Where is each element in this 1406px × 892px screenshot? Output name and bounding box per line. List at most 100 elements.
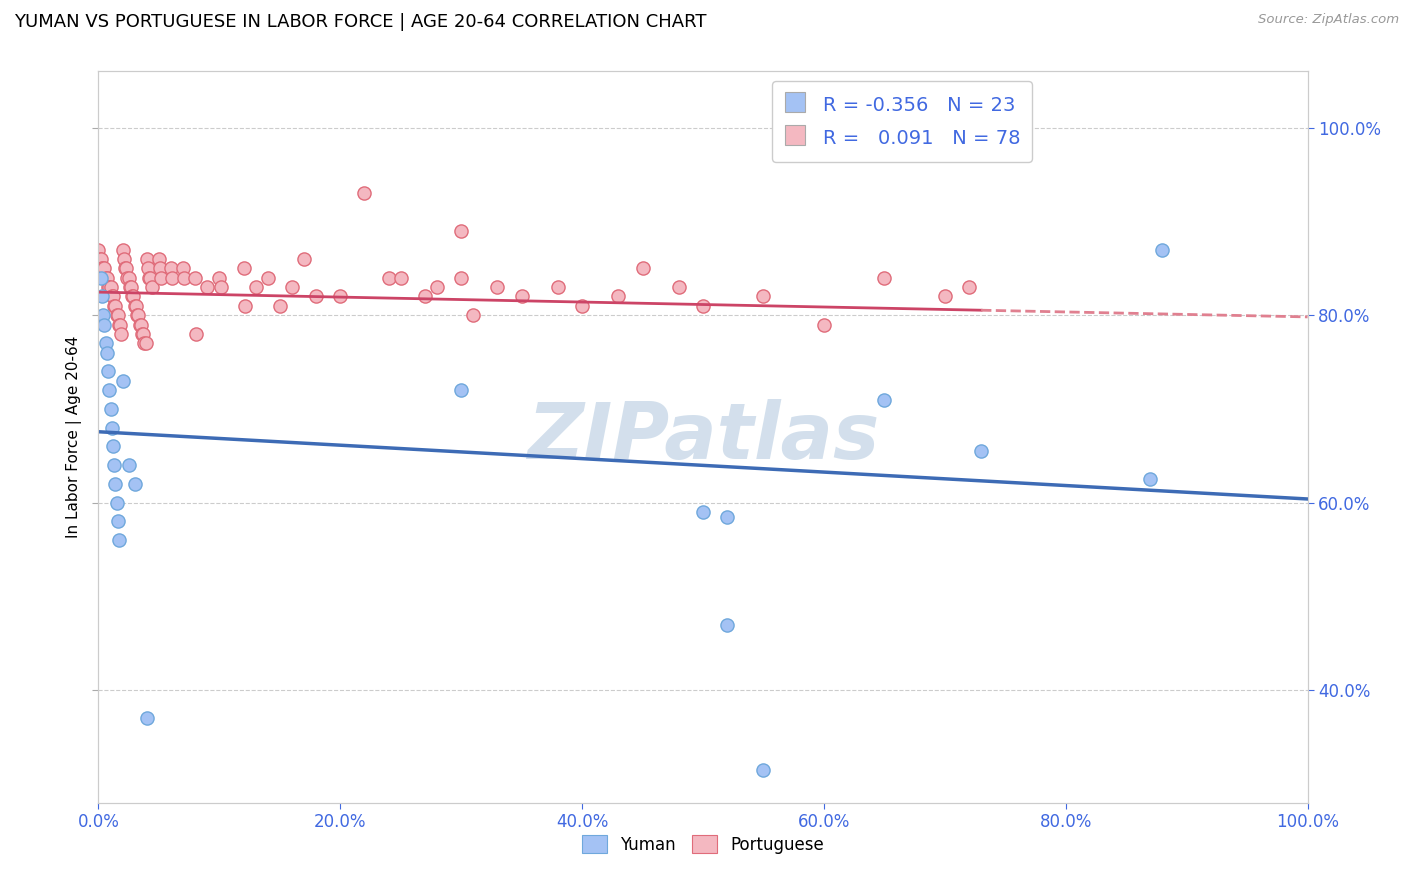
- Point: [160, 261, 183, 276]
- Point: [571, 299, 593, 313]
- Point: [233, 299, 256, 313]
- Point: [752, 763, 775, 777]
- Point: [186, 326, 208, 341]
- Point: [510, 289, 533, 303]
- Point: [93, 318, 115, 332]
- Point: [873, 270, 896, 285]
- Point: [114, 261, 136, 276]
- Point: [873, 392, 896, 407]
- Point: [692, 505, 714, 519]
- Point: [101, 289, 124, 303]
- Point: [115, 261, 138, 276]
- Point: [1139, 472, 1161, 486]
- Point: [970, 444, 993, 458]
- Point: [716, 617, 738, 632]
- Point: [87, 243, 110, 257]
- Point: [463, 308, 485, 322]
- Point: [105, 308, 128, 322]
- Point: [486, 280, 509, 294]
- Point: [138, 270, 160, 285]
- Point: [450, 224, 472, 238]
- Point: [692, 299, 714, 313]
- Point: [209, 280, 232, 294]
- Point: [112, 252, 135, 266]
- Point: [389, 270, 412, 285]
- Point: [329, 289, 352, 303]
- Point: [450, 270, 472, 285]
- Point: [139, 270, 162, 285]
- Point: [97, 280, 120, 294]
- Point: [172, 261, 194, 276]
- Point: [129, 318, 152, 332]
- Point: [101, 440, 124, 454]
- Text: Source: ZipAtlas.com: Source: ZipAtlas.com: [1258, 13, 1399, 27]
- Point: [124, 477, 146, 491]
- Point: [377, 270, 399, 285]
- Point: [184, 270, 207, 285]
- Point: [108, 533, 131, 548]
- Point: [716, 509, 738, 524]
- Point: [426, 280, 449, 294]
- Point: [413, 289, 436, 303]
- Point: [91, 308, 114, 322]
- Point: [149, 261, 172, 276]
- Point: [256, 270, 278, 285]
- Legend: Yuman, Portuguese: Yuman, Portuguese: [575, 829, 831, 860]
- Point: [103, 458, 125, 473]
- Text: ZIPatlas: ZIPatlas: [527, 399, 879, 475]
- Point: [128, 318, 150, 332]
- Point: [100, 401, 122, 416]
- Point: [232, 261, 254, 276]
- Point: [245, 280, 267, 294]
- Point: [97, 364, 120, 378]
- Point: [160, 270, 183, 285]
- Point: [108, 318, 131, 332]
- Point: [117, 270, 139, 285]
- Point: [118, 270, 141, 285]
- Point: [148, 252, 170, 266]
- Point: [111, 374, 134, 388]
- Point: [141, 280, 163, 294]
- Point: [668, 280, 690, 294]
- Point: [125, 299, 148, 313]
- Point: [120, 280, 142, 294]
- Point: [1152, 243, 1174, 257]
- Point: [450, 383, 472, 397]
- Point: [131, 326, 153, 341]
- Point: [118, 280, 141, 294]
- Point: [93, 261, 115, 276]
- Point: [136, 261, 159, 276]
- Point: [269, 299, 291, 313]
- Point: [96, 345, 118, 359]
- Point: [135, 711, 157, 725]
- Point: [89, 252, 111, 266]
- Point: [127, 308, 149, 322]
- Point: [91, 261, 114, 276]
- Point: [208, 270, 231, 285]
- Point: [100, 289, 122, 303]
- Point: [98, 280, 121, 294]
- Point: [292, 252, 315, 266]
- Point: [135, 336, 157, 351]
- Point: [90, 252, 112, 266]
- Point: [135, 252, 157, 266]
- Point: [752, 289, 775, 303]
- Point: [305, 289, 328, 303]
- Point: [934, 289, 956, 303]
- Point: [547, 280, 569, 294]
- Point: [103, 299, 125, 313]
- Point: [91, 289, 114, 303]
- Point: [104, 477, 127, 491]
- Point: [150, 270, 173, 285]
- Text: YUMAN VS PORTUGUESE IN LABOR FORCE | AGE 20-64 CORRELATION CHART: YUMAN VS PORTUGUESE IN LABOR FORCE | AGE…: [14, 13, 707, 31]
- Point: [813, 318, 835, 332]
- Point: [91, 261, 114, 276]
- Point: [173, 270, 195, 285]
- Point: [607, 289, 630, 303]
- Point: [132, 326, 155, 341]
- Point: [107, 515, 129, 529]
- Point: [124, 299, 146, 313]
- Point: [96, 270, 118, 285]
- Point: [98, 383, 121, 397]
- Point: [127, 308, 149, 322]
